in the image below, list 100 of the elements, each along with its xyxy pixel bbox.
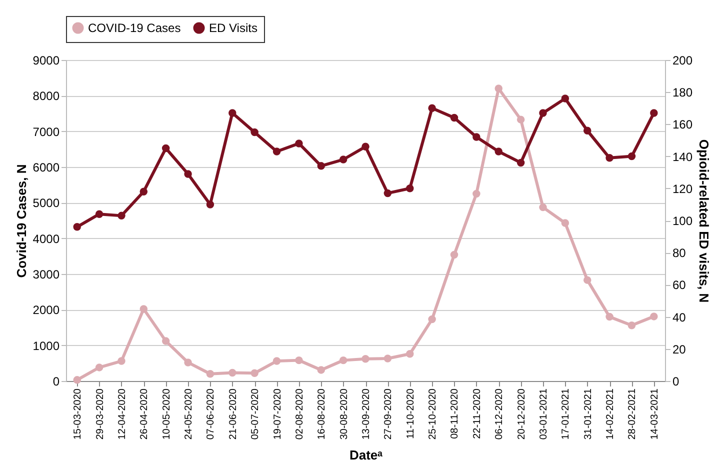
point xyxy=(406,350,414,358)
y2-tick-label: 80 xyxy=(672,246,686,260)
x-tick-label: 16-08-2020 xyxy=(316,388,328,440)
point xyxy=(140,188,148,196)
x-tick-label: 31-01-2021 xyxy=(582,388,594,440)
x-tick-label: 14-02-2021 xyxy=(605,388,616,440)
x-tick-label: 14-03-2021 xyxy=(649,388,660,440)
y-tick-label: 9000 xyxy=(32,54,60,68)
point xyxy=(206,200,214,208)
y-tick-label: 3000 xyxy=(32,268,60,282)
point xyxy=(73,376,81,384)
y2-tick-label: 60 xyxy=(672,278,686,292)
point xyxy=(295,356,303,364)
point xyxy=(95,210,104,218)
x-tick-label: 29-03-2020 xyxy=(94,388,106,440)
y-tick-label: 5000 xyxy=(32,196,60,210)
point xyxy=(228,368,236,377)
point xyxy=(428,104,436,112)
point xyxy=(384,354,392,362)
point xyxy=(295,140,303,148)
x-tick-label: 05-07-2020 xyxy=(250,388,262,440)
x-tick-label: 21-06-2020 xyxy=(228,388,239,440)
x-tick-label: 13-09-2020 xyxy=(361,388,372,440)
legend-label: ED Visits xyxy=(209,21,258,35)
x-tick-label: 17-01-2021 xyxy=(560,388,572,440)
x-tick-label: 07-06-2020 xyxy=(206,388,217,440)
point xyxy=(140,305,148,313)
point xyxy=(272,357,281,365)
point xyxy=(162,337,170,345)
point xyxy=(450,250,458,259)
y-axis-title: Covid-19 Cases, N xyxy=(14,164,29,278)
y-tick-label: 1000 xyxy=(32,338,60,353)
point xyxy=(516,116,525,124)
x-tick-label: 06-12-2020 xyxy=(494,388,506,440)
x-tick-label: 19-07-2020 xyxy=(272,388,284,440)
point xyxy=(317,366,326,374)
point xyxy=(73,223,81,231)
x-tick-label: 12-04-2020 xyxy=(116,388,128,440)
y-tick-label: 4000 xyxy=(32,232,60,246)
y2-tick-label: 160 xyxy=(672,118,693,132)
point xyxy=(472,190,480,198)
x-tick-label: 22-11-2020 xyxy=(472,388,483,439)
point xyxy=(450,114,458,122)
point xyxy=(317,162,326,170)
point xyxy=(184,358,192,366)
point xyxy=(118,212,126,220)
point xyxy=(250,369,258,378)
point xyxy=(206,370,214,378)
point xyxy=(406,184,414,192)
point xyxy=(494,148,502,156)
y2-tick-label: 100 xyxy=(672,214,693,228)
x-axis-title: Dateᵃ xyxy=(349,448,383,463)
x-tick-label: 27-09-2020 xyxy=(383,388,394,440)
y2-tick-label: 40 xyxy=(672,310,686,324)
y-tick-label: 8000 xyxy=(32,89,60,104)
point xyxy=(339,356,348,364)
y2-tick-label: 0 xyxy=(672,374,680,388)
point xyxy=(606,312,614,321)
point xyxy=(539,109,547,117)
x-tick-label: 15-03-2020 xyxy=(72,388,84,440)
point xyxy=(339,156,348,164)
x-tick-label: 10-05-2020 xyxy=(161,388,172,440)
point xyxy=(516,158,525,167)
point xyxy=(250,128,258,136)
y2-tick-label: 140 xyxy=(672,150,693,164)
point xyxy=(650,312,658,320)
y2-tick-label: 200 xyxy=(672,54,693,68)
x-tick-label: 26-04-2020 xyxy=(139,388,150,440)
point xyxy=(162,144,170,152)
legend-label: COVID-19 Cases xyxy=(88,21,181,35)
y2-tick-label: 180 xyxy=(672,86,693,100)
y-tick-label: 6000 xyxy=(32,160,60,174)
x-tick-label: 28-02-2021 xyxy=(627,388,638,440)
y2-axis-title: Opioid-related ED visits, N xyxy=(696,139,712,303)
point xyxy=(583,276,592,284)
point xyxy=(561,94,570,102)
x-tick-label: 08-11-2020 xyxy=(450,388,461,439)
point xyxy=(384,189,392,198)
y2-tick-label: 120 xyxy=(672,182,693,196)
point xyxy=(95,364,104,372)
point xyxy=(184,170,192,178)
point xyxy=(428,315,436,324)
x-tick-label: 11-10-2020 xyxy=(405,388,416,439)
point xyxy=(539,203,547,212)
point xyxy=(606,154,614,162)
point xyxy=(118,357,126,365)
point xyxy=(472,133,480,141)
y2-tick-label: 20 xyxy=(672,342,686,356)
x-tick-label: 24-05-2020 xyxy=(184,388,195,440)
point xyxy=(628,321,636,330)
x-tick-label: 20-12-2020 xyxy=(516,388,528,440)
x-tick-label: 30-08-2020 xyxy=(338,388,350,440)
y-tick-label: 7000 xyxy=(32,124,60,139)
point xyxy=(272,148,281,156)
point xyxy=(561,219,570,227)
x-tick-label: 02-08-2020 xyxy=(294,388,306,440)
point xyxy=(494,84,502,92)
y-tick-label: 2000 xyxy=(32,303,60,318)
x-tick-label: 03-01-2021 xyxy=(538,388,550,440)
point xyxy=(228,109,236,117)
